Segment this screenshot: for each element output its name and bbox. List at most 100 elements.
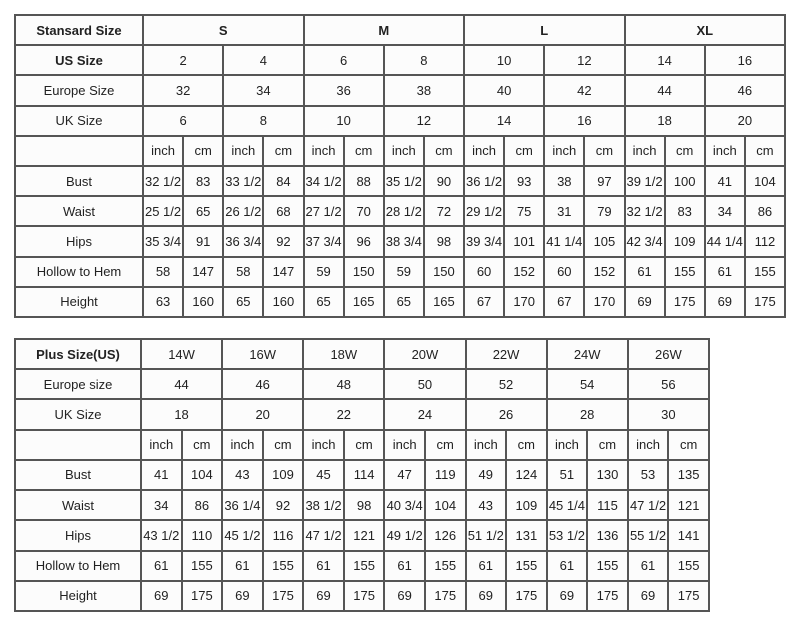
measurement-value: 175: [743, 285, 787, 319]
size-group-m: M: [302, 13, 465, 47]
plus-size: 26W: [626, 337, 711, 371]
measurement-value: 33 1/2: [222, 164, 265, 198]
measurement-value: 92: [262, 225, 305, 258]
measurement-value: 75: [503, 195, 546, 228]
row-label: Bust: [14, 458, 142, 492]
plus-size: 14W: [139, 337, 224, 371]
unit-label: inch: [382, 134, 425, 167]
measurement-value: 175: [505, 579, 548, 613]
measurement-row: Bust 32 1/2 83 33 1/2 84 34 1/2 88 35 1/2 90 36 1…: [14, 164, 787, 198]
measurement-value: 47 1/2: [626, 489, 670, 522]
measurement-value: 91: [182, 225, 225, 258]
unit-label: cm: [583, 134, 626, 167]
size-value: 24: [383, 398, 467, 431]
unit-label: inch: [140, 428, 183, 461]
measurement-value: 165: [342, 285, 385, 319]
measurement-value: 61: [626, 549, 670, 582]
measurement-value: 65: [382, 285, 425, 319]
plus-size: 20W: [383, 337, 467, 371]
measurement-value: 84: [262, 164, 305, 198]
measurement-value: 86: [180, 489, 224, 522]
plus-size: 16W: [221, 337, 305, 371]
row-label: Hollow to Hem: [14, 549, 142, 582]
size-row: Europe size 44 46 48 50 52 54 56: [14, 368, 711, 401]
row-label: US Size: [14, 44, 144, 77]
row-label: Height: [14, 285, 144, 319]
unit-label: cm: [262, 134, 305, 167]
unit-row: inch cm inch cm inch cm inch cm inch cm inch cm inch…: [14, 134, 787, 167]
measurement-value: 41: [140, 458, 183, 492]
size-value: 50: [383, 368, 467, 401]
measurement-value: 47 1/2: [302, 519, 345, 552]
measurement-value: 135: [667, 458, 710, 492]
unit-row: inch cm inch cm inch cm inch cm inch cm inch cm inch…: [14, 428, 710, 461]
size-value: 2: [141, 44, 225, 77]
measurement-value: 36 1/2: [462, 164, 506, 198]
measurement-value: 83: [663, 195, 706, 228]
row-label: Hips: [14, 519, 142, 552]
size-value: 12: [543, 44, 626, 77]
measurement-value: 175: [423, 579, 467, 613]
measurement-value: 147: [182, 255, 225, 288]
measurement-value: 53 1/2: [545, 519, 589, 552]
measurement-value: 83: [182, 164, 225, 198]
measurement-value: 115: [586, 489, 629, 522]
measurement-value: 92: [261, 489, 305, 522]
empty-cell: [14, 134, 144, 167]
measurement-value: 27 1/2: [302, 195, 345, 228]
size-value: 46: [703, 74, 787, 107]
measurement-value: 61: [464, 549, 508, 582]
measurement-value: 35 3/4: [141, 225, 185, 258]
row-label: Waist: [14, 489, 142, 522]
measurement-value: 152: [583, 255, 626, 288]
size-value: 26: [464, 398, 548, 431]
size-value: 52: [464, 368, 548, 401]
measurement-value: 67: [543, 285, 586, 319]
measurement-value: 37 3/4: [302, 225, 345, 258]
size-row: US Size 2 4 6 8 10 12 14 16: [14, 44, 787, 77]
measurement-value: 97: [583, 164, 626, 198]
plus-size-table: Plus Size(US) 14W 16W 18W 20W 22W 24W 26W Europe…: [14, 337, 711, 613]
measurement-value: 34: [140, 489, 183, 522]
measurement-value: 109: [261, 458, 305, 492]
measurement-row: Height 69 175 69 175 69 175 69 175 69 175 69 175 69 17…: [14, 579, 710, 613]
measurement-value: 175: [663, 285, 706, 319]
unit-label: cm: [261, 428, 305, 461]
standard-size-table: Stansard Size S M L XL US Size 2 4 6 8 10 12 14 16 Eur…: [14, 13, 787, 319]
measurement-value: 68: [262, 195, 305, 228]
measurement-value: 96: [342, 225, 385, 258]
row-label: Height: [14, 579, 142, 613]
size-row: UK Size 6 8 10 12 14 16 18 20: [14, 104, 787, 137]
measurement-value: 51: [545, 458, 589, 492]
unit-label: inch: [626, 428, 670, 461]
measurement-value: 28 1/2: [382, 195, 425, 228]
unit-label: cm: [667, 428, 710, 461]
size-group-s: S: [142, 13, 305, 47]
size-value: 16: [543, 104, 626, 137]
measurement-value: 26 1/2: [222, 195, 265, 228]
unit-label: inch: [623, 134, 666, 167]
unit-label: cm: [342, 428, 386, 461]
unit-label: cm: [342, 134, 385, 167]
row-label: Waist: [14, 195, 144, 228]
measurement-value: 131: [505, 519, 548, 552]
measurement-value: 155: [586, 549, 629, 582]
measurement-value: 155: [180, 549, 224, 582]
measurement-value: 61: [302, 549, 345, 582]
measurement-value: 104: [743, 164, 787, 198]
measurement-row: Waist 25 1/2 65 26 1/2 68 27 1/2 70 28 1/2 72 29 …: [14, 195, 787, 228]
measurement-value: 61: [221, 549, 264, 582]
unit-label: cm: [422, 134, 466, 167]
unit-label: inch: [545, 428, 589, 461]
size-value: 46: [221, 368, 305, 401]
unit-label: inch: [543, 134, 586, 167]
measurement-value: 72: [422, 195, 466, 228]
measurement-row: Waist 34 86 36 1/4 92 38 1/2 98 40 3/4 104 43 109 4…: [14, 489, 710, 522]
measurement-value: 41 1/4: [543, 225, 586, 258]
measurement-value: 90: [422, 164, 466, 198]
measurement-value: 65: [182, 195, 225, 228]
measurement-value: 60: [543, 255, 586, 288]
measurement-value: 70: [342, 195, 385, 228]
measurement-value: 42 3/4: [623, 225, 666, 258]
measurement-value: 109: [663, 225, 706, 258]
